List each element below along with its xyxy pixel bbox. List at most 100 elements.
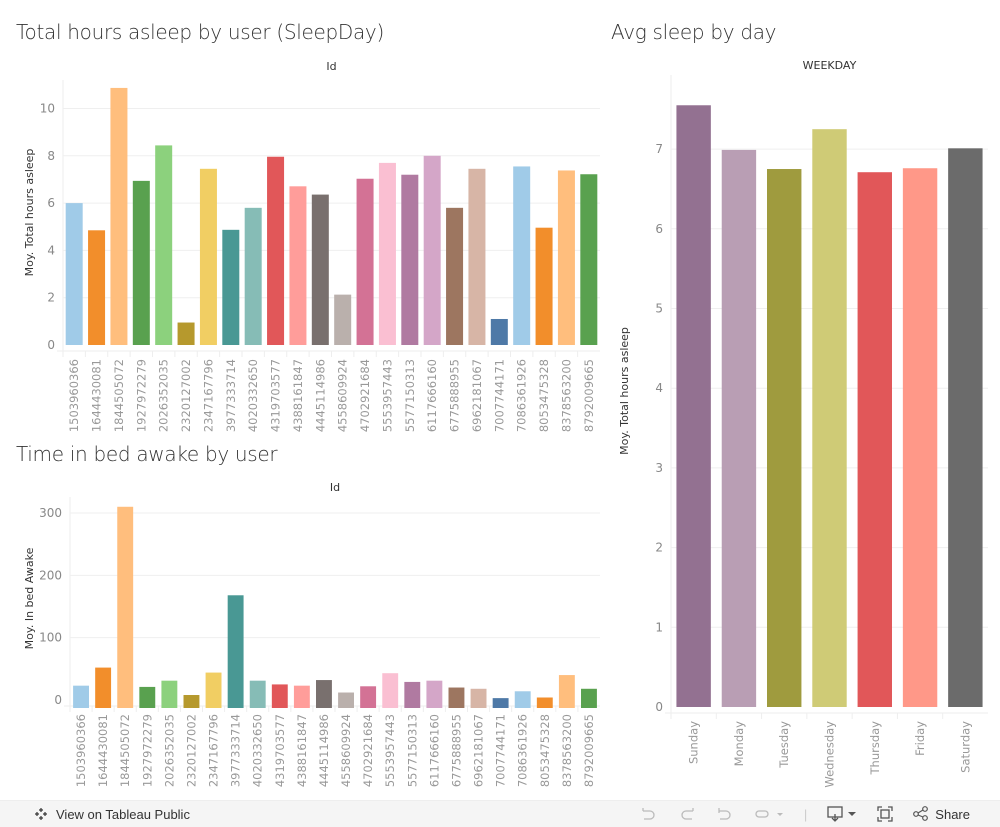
y-tick-label: 2: [655, 541, 663, 555]
x-tick-label: 5553957443: [383, 714, 397, 787]
bar: [535, 227, 553, 345]
download-icon[interactable]: [827, 806, 857, 822]
x-tick-label: 8378563200: [559, 359, 573, 432]
x-tick-label: 4558609924: [339, 714, 353, 787]
bar: [177, 322, 195, 345]
bar: [558, 675, 575, 708]
bar: [423, 155, 441, 345]
bar: [721, 149, 757, 708]
bar: [581, 688, 597, 708]
x-tick-label: Thursday: [868, 721, 882, 776]
y-tick-label: 2: [47, 291, 55, 305]
x-tick-label: 4702921684: [358, 359, 372, 432]
chart-time-in-bed-awake: Id 0 100 200 300 Moy. In bed Awake 1503960366 1…: [23, 481, 600, 787]
x-tick-label: 4319703577: [269, 359, 283, 432]
y-tick-label: 1: [655, 620, 663, 634]
y-tick-label: 10: [40, 102, 55, 116]
y-axis-title: Moy. Total hours asleep: [618, 327, 631, 455]
y-tick-label: 8: [47, 149, 55, 163]
y-tick-label: 6: [655, 222, 663, 236]
bar: [426, 680, 443, 708]
footer-toolbar: View on Tableau Public | Share: [0, 800, 1000, 827]
x-tick-label: 4558609924: [336, 359, 350, 432]
bar: [536, 697, 553, 708]
toolbar-divider: |: [803, 806, 808, 822]
x-tick-label: 4445114986: [313, 359, 327, 432]
y-tick-label: 5: [655, 302, 663, 316]
bar: [557, 170, 575, 345]
x-tick-label: 3977333714: [224, 359, 238, 432]
x-tick-label: 8378563200: [560, 714, 574, 787]
redo-icon[interactable]: [678, 807, 696, 821]
x-tick-label: Friday: [913, 721, 927, 756]
x-tick-label: 6962181067: [472, 714, 486, 787]
y-tick-label: 200: [39, 568, 62, 582]
x-tick-label: 8053475328: [537, 359, 551, 432]
y-tick-label: 7: [655, 142, 663, 156]
x-tick-label: 3977333714: [229, 714, 243, 787]
x-tick-label: 7086361926: [515, 359, 529, 432]
x-tick-label: 2347167796: [207, 714, 221, 787]
bar: [492, 698, 509, 708]
x-tick-label: Wednesday: [823, 721, 837, 788]
y-axis-title: Moy. Total hours asleep: [23, 149, 36, 277]
x-tick-label: 6117666160: [425, 359, 439, 432]
undo-icon[interactable]: [640, 807, 658, 821]
bar: [446, 207, 464, 345]
view-on-tableau-link[interactable]: View on Tableau Public: [34, 807, 190, 822]
x-tick-label: 1503960366: [74, 714, 88, 787]
x-tick-label: 5577150313: [405, 714, 419, 787]
x-tick-label: 2026352035: [157, 359, 171, 432]
chart-avg-sleep-by-day: WEEKDAY 0 1 2 3 4 5 6 7 Moy. Total hours asleep Su…: [618, 59, 988, 788]
bar: [244, 207, 262, 345]
x-tick-label: 2347167796: [201, 359, 215, 432]
x-tick-label: 8792009665: [582, 714, 596, 787]
bar: [199, 168, 217, 345]
y-tick-label: 3: [655, 461, 663, 475]
x-tick-label: 8792009665: [582, 359, 596, 432]
bar: [88, 230, 106, 345]
bar: [902, 168, 938, 707]
x-tick-label: Monday: [732, 721, 746, 767]
bar: [227, 595, 244, 708]
x-tick-label: Sunday: [687, 721, 701, 764]
share-button[interactable]: Share: [913, 805, 970, 823]
y-tick-label: 0: [54, 693, 62, 707]
x-tick-label: 4388161847: [291, 359, 305, 432]
refresh-icon[interactable]: [754, 807, 784, 821]
bar: [222, 229, 240, 345]
x-tick-label: 6117666160: [427, 714, 441, 787]
bar: [513, 166, 531, 345]
x-tick-label: 7007744171: [494, 714, 508, 787]
bar: [360, 686, 377, 708]
bar: [767, 169, 802, 707]
revert-icon[interactable]: [716, 807, 734, 821]
x-tick-label: 4702921684: [361, 714, 375, 787]
bar: [155, 145, 173, 345]
chart-total-hours-asleep: Id 0 2 4 6 8 10 Moy. Total hours asleep 15039603…: [23, 60, 600, 432]
y-tick-label: 4: [655, 381, 663, 395]
x-tick-label: 1503960366: [67, 359, 81, 432]
bar: [468, 168, 486, 345]
x-tick-label: 4020332650: [246, 359, 260, 432]
bar: [316, 680, 332, 708]
fullscreen-icon[interactable]: [877, 806, 893, 822]
bar: [356, 178, 374, 345]
bar: [289, 186, 307, 345]
bar: [857, 172, 892, 707]
bar: [334, 294, 352, 345]
y-tick-label: 100: [39, 631, 62, 645]
x-tick-label: 4388161847: [295, 714, 309, 787]
bar: [110, 87, 128, 345]
column-header: Id: [330, 481, 340, 494]
x-tick-label: 5577150313: [403, 359, 417, 432]
bar: [490, 318, 508, 345]
x-tick-label: Saturday: [958, 721, 972, 773]
x-tick-label: 2320127002: [184, 714, 198, 787]
bar: [95, 667, 112, 708]
y-tick-label: 0: [655, 700, 663, 714]
y-axis-title: Moy. In bed Awake: [23, 547, 36, 649]
y-tick-label: 300: [39, 506, 62, 520]
x-tick-label: 2320127002: [179, 359, 193, 432]
bar: [338, 692, 354, 708]
